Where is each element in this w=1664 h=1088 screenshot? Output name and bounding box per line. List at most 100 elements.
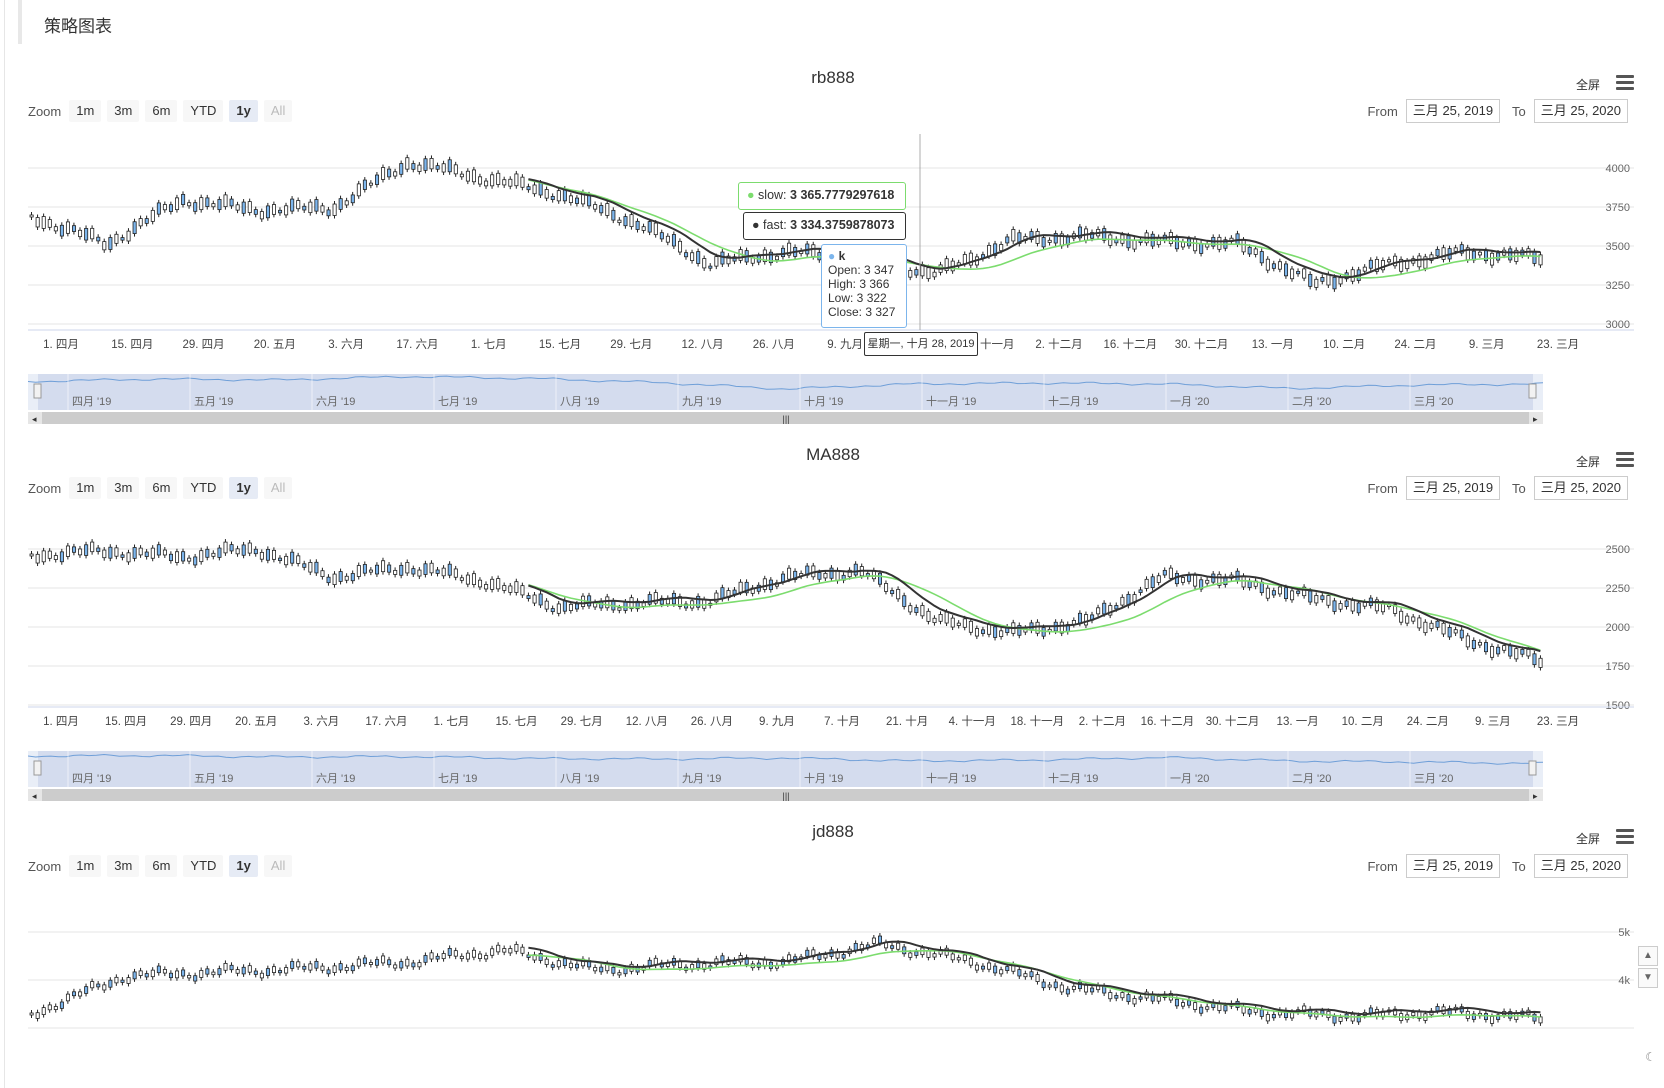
scroll-left-icon[interactable]: ◂ bbox=[32, 791, 37, 801]
candle bbox=[368, 569, 373, 573]
y-tick-label: 2250 bbox=[1606, 583, 1630, 595]
fullscreen-button[interactable]: 全屏 bbox=[1575, 832, 1600, 846]
zoom-6m-button[interactable]: 6m bbox=[145, 100, 178, 122]
x-tick-label: 30. 十二月 bbox=[1206, 714, 1260, 728]
menu-icon[interactable] bbox=[1616, 75, 1634, 90]
zoom-6m-button[interactable]: 6m bbox=[145, 855, 178, 877]
x-tick-label: 1. 七月 bbox=[471, 338, 507, 351]
candle bbox=[247, 542, 252, 554]
candle bbox=[1193, 238, 1198, 252]
to-date-input[interactable]: 三月 25, 2020 bbox=[1533, 854, 1628, 878]
navigator-label: 七月 '19 bbox=[438, 772, 477, 785]
navigator-label: 十二月 '19 bbox=[1048, 394, 1098, 408]
zoom-6m-button[interactable]: 6m bbox=[145, 477, 178, 499]
candle bbox=[53, 1006, 58, 1010]
candle bbox=[368, 182, 373, 186]
zoom-ytd-button[interactable]: YTD bbox=[183, 855, 224, 877]
candle bbox=[617, 972, 622, 976]
candle bbox=[859, 944, 864, 951]
x-tick-label: 3. 六月 bbox=[303, 715, 339, 728]
price-plot[interactable]: 5k 4k bbox=[28, 888, 1638, 1088]
navigator-label: 二月 '20 bbox=[1292, 396, 1331, 408]
candle bbox=[1138, 589, 1143, 593]
navigator[interactable]: 四月 '19 五月 '19 六月 '19 七月 '19 八月 '19 九月 '19 十月 '… bbox=[28, 374, 1638, 426]
chart-panel-jd888: jd888 全屏 Zoom 1m 3m 6m YTD 1y All From 三… bbox=[28, 814, 1638, 1088]
scroll-right-icon[interactable]: ▸ bbox=[1533, 414, 1538, 424]
scrollbar-thumb[interactable] bbox=[42, 412, 1529, 424]
candle bbox=[981, 629, 986, 634]
candle bbox=[1429, 622, 1434, 629]
candle bbox=[817, 572, 822, 580]
candle bbox=[108, 546, 113, 559]
candle bbox=[490, 174, 495, 187]
scroll-grip-icon: ||| bbox=[783, 791, 790, 801]
zoom-1m-button[interactable]: 1m bbox=[69, 100, 102, 122]
candle bbox=[1405, 260, 1410, 270]
candle bbox=[878, 572, 883, 585]
candle bbox=[696, 595, 701, 608]
candle bbox=[562, 600, 567, 612]
scrollbar-thumb[interactable] bbox=[42, 789, 1529, 801]
candle bbox=[156, 965, 161, 974]
theme-toggle-icon[interactable]: ☾ bbox=[1645, 1050, 1656, 1064]
candle bbox=[84, 228, 89, 241]
from-date-input[interactable]: 三月 25, 2019 bbox=[1405, 854, 1501, 878]
navigator-handle[interactable] bbox=[1528, 383, 1537, 399]
zoom-1y-button[interactable]: 1y bbox=[229, 477, 258, 499]
scroll-down-button[interactable]: ▼ bbox=[1638, 968, 1658, 988]
candle bbox=[96, 983, 101, 988]
navigator[interactable]: 四月 '19 五月 '19 六月 '19 七月 '19 八月 '19 九月 '19 十月 '… bbox=[28, 751, 1638, 803]
candle bbox=[508, 948, 513, 954]
zoom-ytd-button[interactable]: YTD bbox=[183, 100, 224, 122]
x-tick-label: 24. 二月 bbox=[1394, 339, 1436, 351]
candle bbox=[193, 202, 198, 212]
candle bbox=[787, 954, 792, 963]
navigator-handle[interactable] bbox=[33, 760, 42, 776]
candle bbox=[702, 599, 707, 609]
zoom-1y-button[interactable]: 1y bbox=[229, 100, 258, 122]
scroll-up-button[interactable]: ▲ bbox=[1638, 946, 1658, 966]
navigator-series bbox=[28, 375, 1544, 390]
menu-icon[interactable] bbox=[1616, 452, 1634, 467]
scroll-right-icon[interactable]: ▸ bbox=[1533, 791, 1538, 801]
from-date-input[interactable]: 三月 25, 2019 bbox=[1405, 99, 1501, 123]
to-date-input[interactable]: 三月 25, 2020 bbox=[1533, 99, 1628, 123]
navigator-handle[interactable] bbox=[33, 383, 42, 399]
candle bbox=[920, 605, 925, 617]
candle bbox=[617, 219, 622, 224]
fullscreen-button[interactable]: 全屏 bbox=[1575, 78, 1600, 92]
candle bbox=[484, 584, 489, 590]
to-date-input[interactable]: 三月 25, 2020 bbox=[1533, 476, 1628, 500]
candle bbox=[453, 568, 458, 578]
scroll-left-icon[interactable]: ◂ bbox=[32, 414, 37, 424]
zoom-1m-button[interactable]: 1m bbox=[69, 477, 102, 499]
from-date-input[interactable]: 三月 25, 2019 bbox=[1405, 476, 1501, 500]
candle bbox=[1532, 251, 1537, 264]
candle bbox=[1338, 277, 1343, 285]
candle bbox=[308, 562, 313, 573]
zoom-all-button[interactable]: All bbox=[263, 855, 293, 877]
candle bbox=[162, 549, 167, 556]
candle bbox=[150, 209, 155, 222]
candle bbox=[1096, 607, 1101, 615]
price-plot[interactable]: 2500 2250 2000 1750 1500 1. 四月 15. 四月 29. 四月 20.… bbox=[28, 511, 1638, 761]
candle bbox=[387, 168, 392, 178]
fullscreen-button[interactable]: 全屏 bbox=[1575, 455, 1600, 469]
candle bbox=[205, 548, 210, 558]
zoom-ytd-button[interactable]: YTD bbox=[183, 477, 224, 499]
zoom-1y-button[interactable]: 1y bbox=[229, 855, 258, 877]
y-tick-label: 4000 bbox=[1606, 163, 1630, 175]
candle bbox=[647, 221, 652, 233]
navigator-handle[interactable] bbox=[1528, 760, 1537, 776]
zoom-all-button[interactable]: All bbox=[263, 477, 293, 499]
zoom-3m-button[interactable]: 3m bbox=[107, 477, 140, 499]
candle bbox=[108, 979, 113, 988]
zoom-all-button[interactable]: All bbox=[263, 100, 293, 122]
menu-icon[interactable] bbox=[1616, 829, 1634, 844]
zoom-3m-button[interactable]: 3m bbox=[107, 855, 140, 877]
zoom-3m-button[interactable]: 3m bbox=[107, 100, 140, 122]
price-plot[interactable]: 4000 3750 3500 3250 3000 1. 四月 15. 四月 29. 四月 20.… bbox=[28, 134, 1638, 384]
candle bbox=[1053, 233, 1058, 244]
from-label: From bbox=[1367, 103, 1398, 119]
zoom-1m-button[interactable]: 1m bbox=[69, 855, 102, 877]
